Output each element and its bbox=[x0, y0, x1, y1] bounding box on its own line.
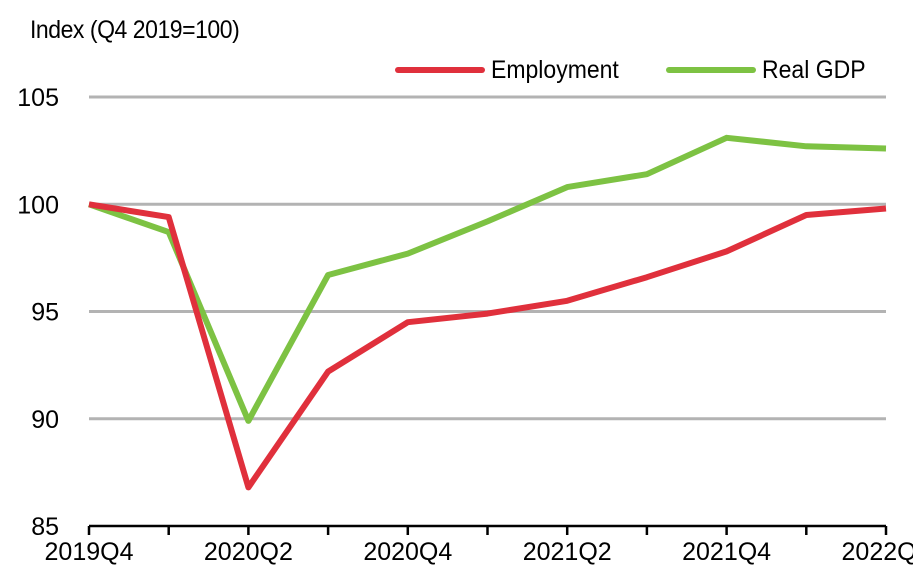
y-axis-title: Index (Q4 2019=100) bbox=[30, 16, 240, 44]
chart-legend: Employment Real GDP bbox=[395, 52, 875, 88]
legend-item-employment: Employment bbox=[395, 56, 630, 85]
data-series bbox=[88, 134, 887, 491]
series-line-real-gdp bbox=[88, 134, 887, 424]
x-tick-label-2021Q4: 2021Q4 bbox=[682, 538, 771, 566]
gridlines bbox=[89, 95, 886, 421]
y-tick-label-100: 100 bbox=[17, 191, 59, 219]
y-tick-labels: 85 90 95 100 105 bbox=[17, 84, 59, 541]
y-tick-label-85: 85 bbox=[31, 513, 59, 541]
x-tick-label-2020Q4: 2020Q4 bbox=[363, 538, 452, 566]
legend-swatch-employment bbox=[395, 67, 485, 73]
y-tick-label-95: 95 bbox=[31, 299, 59, 327]
x-tick-label-2019Q4: 2019Q4 bbox=[45, 538, 134, 566]
y-tick-label-90: 90 bbox=[31, 406, 59, 434]
legend-swatch-real-gdp bbox=[665, 67, 756, 73]
x-tick-label-2020Q2: 2020Q2 bbox=[204, 538, 293, 566]
x-tick-label-2021Q2: 2021Q2 bbox=[523, 538, 612, 566]
legend-label-employment: Employment bbox=[491, 55, 619, 84]
legend-item-real-gdp: Real GDP bbox=[665, 55, 875, 85]
x-tick-label-2022Q2: 2022Q2 bbox=[842, 538, 913, 566]
x-axis: 2019Q4 2020Q2 2020Q4 2021Q2 2021Q4 2022Q2 bbox=[45, 524, 913, 566]
series-line-employment bbox=[88, 201, 887, 491]
legend-label-real-gdp: Real GDP bbox=[761, 55, 866, 84]
y-tick-label-105: 105 bbox=[17, 84, 59, 112]
